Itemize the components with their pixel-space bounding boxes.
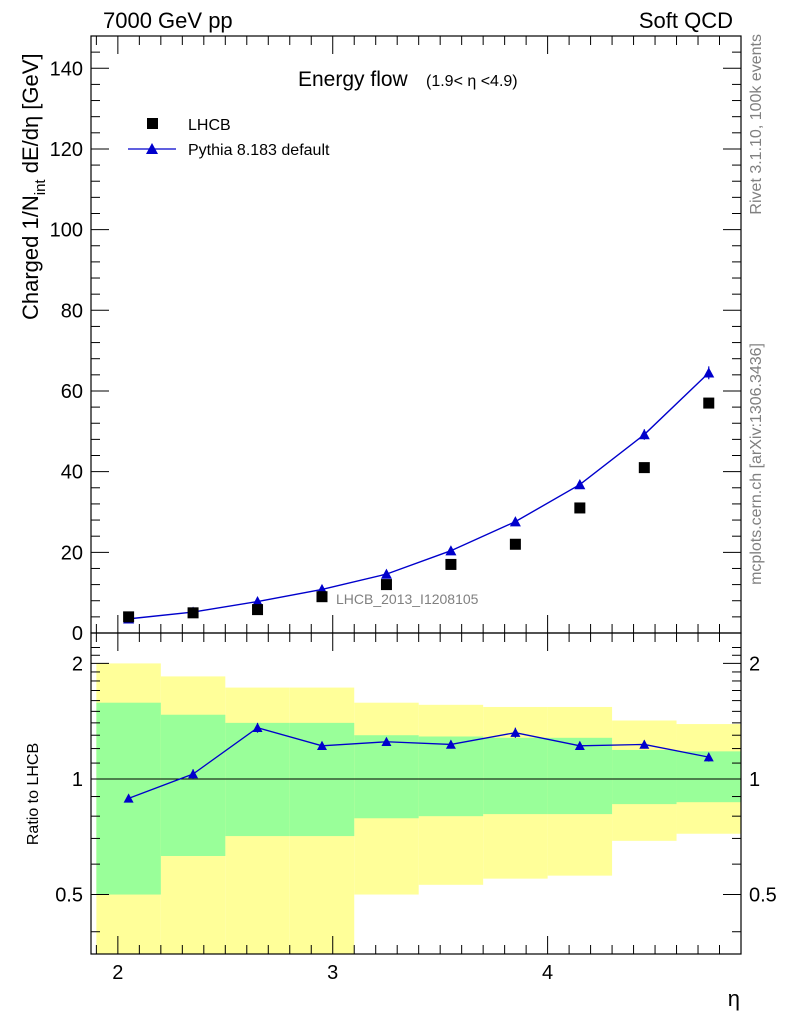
pythia-data-point xyxy=(703,367,715,378)
ratio-data-point xyxy=(574,740,585,751)
ratio-y-tick-label: 0.5 xyxy=(55,885,83,907)
legend-pythia-label: Pythia 8.183 default xyxy=(188,142,330,159)
legend-pythia-marker xyxy=(146,143,158,154)
main-y-tick-label: 0 xyxy=(72,623,83,645)
lhcb-data-point xyxy=(252,604,264,616)
ratio-y-tick-label: 2 xyxy=(72,653,83,675)
reference-analysis-label: LHCB_2013_I1208105 xyxy=(336,591,479,607)
main-y-axis-label: Charged 1/Nint dE/dη [GeV] xyxy=(18,53,49,320)
ratio-data-point xyxy=(316,740,327,751)
ratio-data-point xyxy=(123,793,134,803)
legend: LHCB Pythia 8.183 default xyxy=(128,117,330,159)
main-y-tick-label: 80 xyxy=(61,300,83,322)
pythia-series-line xyxy=(128,372,710,620)
main-y-tick-label: 100 xyxy=(50,220,83,242)
x-tick-label: 4 xyxy=(542,962,553,984)
legend-lhcb-label: LHCB xyxy=(188,117,231,134)
main-y-axis-label-sub: int xyxy=(32,179,49,196)
ratio-data-point xyxy=(188,769,199,779)
pythia-data-point xyxy=(574,479,586,490)
ratio-y-tick-label-right: 1 xyxy=(749,769,760,791)
lhcb-data-point xyxy=(445,558,457,570)
ratio-frame xyxy=(90,632,742,955)
main-plot-title-range: (1.9< η <4.9) xyxy=(426,73,518,90)
ratio-inner-band xyxy=(483,737,548,815)
ratio-data-point xyxy=(639,739,650,749)
pythia-data-point xyxy=(252,596,264,607)
ratio-data-point xyxy=(445,739,456,749)
ratio-data-point xyxy=(252,722,263,732)
lhcb-data-point xyxy=(123,611,135,623)
lhcb-data-point xyxy=(703,397,715,409)
lhcb-data-point xyxy=(509,538,521,550)
legend-lhcb-marker xyxy=(147,118,158,129)
ratio-inner-band xyxy=(160,714,226,856)
pythia-data-point xyxy=(638,429,650,440)
ratio-data-point xyxy=(381,736,392,747)
lhcb-data-point xyxy=(574,502,586,514)
ratio-data-point xyxy=(510,727,521,737)
main-plot-title: Energy flow xyxy=(298,68,409,91)
main-y-tick-label: 120 xyxy=(50,139,83,161)
pythia-data-point xyxy=(445,545,457,556)
lhcb-data-point xyxy=(187,607,199,619)
main-panel: 0 20 40 60 80 100 120 140 Energy flow (1.9< η <… xyxy=(18,35,742,645)
pythia-data-point xyxy=(509,516,521,527)
mcplots-label: mcplots.cern.ch [arXiv:1306.3436] xyxy=(748,343,765,585)
x-tick-label: 2 xyxy=(112,962,123,984)
lhcb-data-point xyxy=(380,579,392,591)
ratio-inner-band xyxy=(225,722,290,837)
ratio-y-tick-label-right: 0.5 xyxy=(749,885,777,907)
ratio-panel: 0.5 0.5 1 1 2 2 2 3 4 Ratio to LHCB η xyxy=(25,632,777,1011)
main-y-tick-label: 60 xyxy=(61,381,83,403)
lhcb-data-point xyxy=(638,462,650,474)
ratio-y-axis-label: Ratio to LHCB xyxy=(25,743,42,845)
main-y-axis-label-main: Charged 1/N xyxy=(18,195,43,320)
main-y-tick-label: 20 xyxy=(61,542,83,564)
header-energy-label: 7000 GeV pp xyxy=(103,8,233,33)
ratio-inner-band xyxy=(612,749,677,805)
ratio-inner-band xyxy=(547,737,613,815)
ratio-y-tick-label-right: 2 xyxy=(749,653,760,675)
x-axis-label: η xyxy=(728,986,740,1011)
ratio-data-point xyxy=(703,752,714,762)
pythia-data-point xyxy=(380,568,392,579)
lhcb-data-point xyxy=(316,591,328,603)
rivet-version-label: Rivet 3.1.10, 100k events xyxy=(748,34,765,215)
header-category-label: Soft QCD xyxy=(639,8,733,33)
x-tick-label: 3 xyxy=(327,962,338,984)
main-y-axis-label-tail: dE/dη [GeV] xyxy=(18,53,43,179)
ratio-y-tick-label: 1 xyxy=(72,769,83,791)
ratio-inner-band xyxy=(418,736,484,817)
ratio-series-line xyxy=(128,726,709,800)
main-y-tick-label: 140 xyxy=(50,58,83,80)
ratio-inner-band xyxy=(354,735,419,819)
main-y-tick-label: 40 xyxy=(61,462,83,484)
